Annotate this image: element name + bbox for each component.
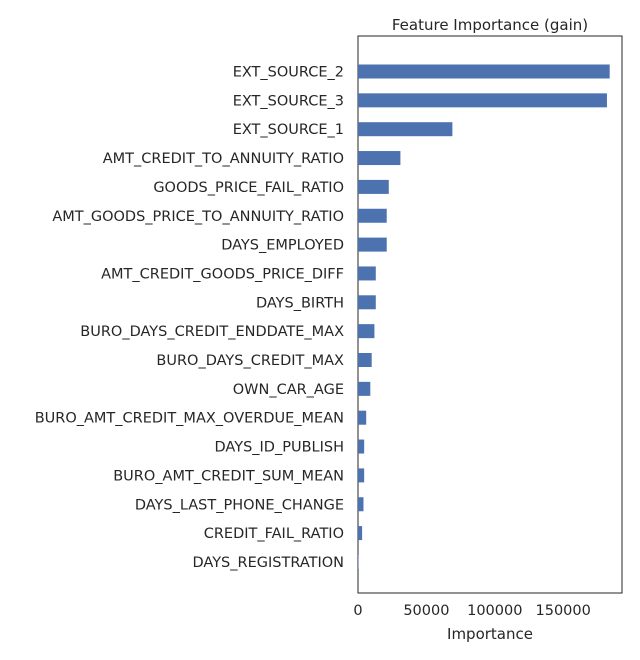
y-tick-label: GOODS_PRICE_FAIL_RATIO [153,180,344,196]
bar-credit-fail-ratio [358,526,363,541]
bars-group [358,64,610,569]
bar-days-last-phone-change [358,497,364,512]
y-tick-label: AMT_CREDIT_GOODS_PRICE_DIFF [101,266,344,282]
y-tick-label: AMT_CREDIT_TO_ANNUITY_RATIO [103,151,344,167]
y-tick-label: BURO_DAYS_CREDIT_MAX [156,353,344,369]
y-tick-label: DAYS_ID_PUBLISH [215,440,344,456]
y-tick-label: CREDIT_FAIL_RATIO [204,526,344,542]
y-tick-label: EXT_SOURCE_3 [233,93,344,109]
bar-buro-amt-credit-max-overdue-mean [358,410,367,425]
bar-amt-goods-price-to-annuity-ratio [358,208,387,223]
y-tick-label: BURO_DAYS_CREDIT_ENDDATE_MAX [80,324,344,340]
x-tick-label: 0 [353,603,362,619]
bar-buro-days-credit-max [358,353,372,367]
x-axis-title: Importance [447,625,533,643]
bar-amt-credit-goods-price-diff [358,266,376,281]
bar-days-birth [358,295,376,310]
x-tick-label: 50000 [403,603,449,619]
y-tick-label: AMT_GOODS_PRICE_TO_ANNUITY_RATIO [52,209,344,225]
x-tick-label: 100000 [467,603,522,619]
bar-ext-source-2 [358,64,610,79]
y-tick-label: DAYS_EMPLOYED [221,238,344,254]
y-tick-label: DAYS_LAST_PHONE_CHANGE [135,497,344,513]
y-tick-labels: EXT_SOURCE_2 EXT_SOURCE_3 EXT_SOURCE_1 AMT_… [35,65,344,571]
bar-own-car-age [358,381,371,396]
y-tick-label: DAYS_REGISTRATION [193,555,345,571]
y-tick-label: EXT_SOURCE_2 [233,65,344,81]
bar-buro-days-credit-enddate-max [358,324,375,339]
x-tick-labels: 0 50000 100000 150000 [353,603,590,619]
bar-ext-source-3 [358,93,607,108]
plot-frame [357,35,623,594]
y-tick-label: DAYS_BIRTH [256,295,344,311]
bar-days-registration [358,554,359,569]
bar-ext-source-1 [358,122,453,137]
chart-title: Feature Importance (gain) [392,16,588,34]
bar-days-id-publish [358,439,365,454]
bar-buro-amt-credit-sum-mean [358,468,365,483]
y-tick-label: OWN_CAR_AGE [233,382,344,398]
y-tick-label: BURO_AMT_CREDIT_SUM_MEAN [113,468,344,484]
bar-goods-price-fail-ratio [358,179,389,194]
y-tick-label: EXT_SOURCE_1 [233,122,344,138]
bar-days-employed [358,237,387,252]
bar-amt-credit-to-annuity-ratio [358,151,401,166]
x-tick-label: 150000 [536,603,591,619]
y-tick-label: BURO_AMT_CREDIT_MAX_OVERDUE_MEAN [35,411,344,427]
